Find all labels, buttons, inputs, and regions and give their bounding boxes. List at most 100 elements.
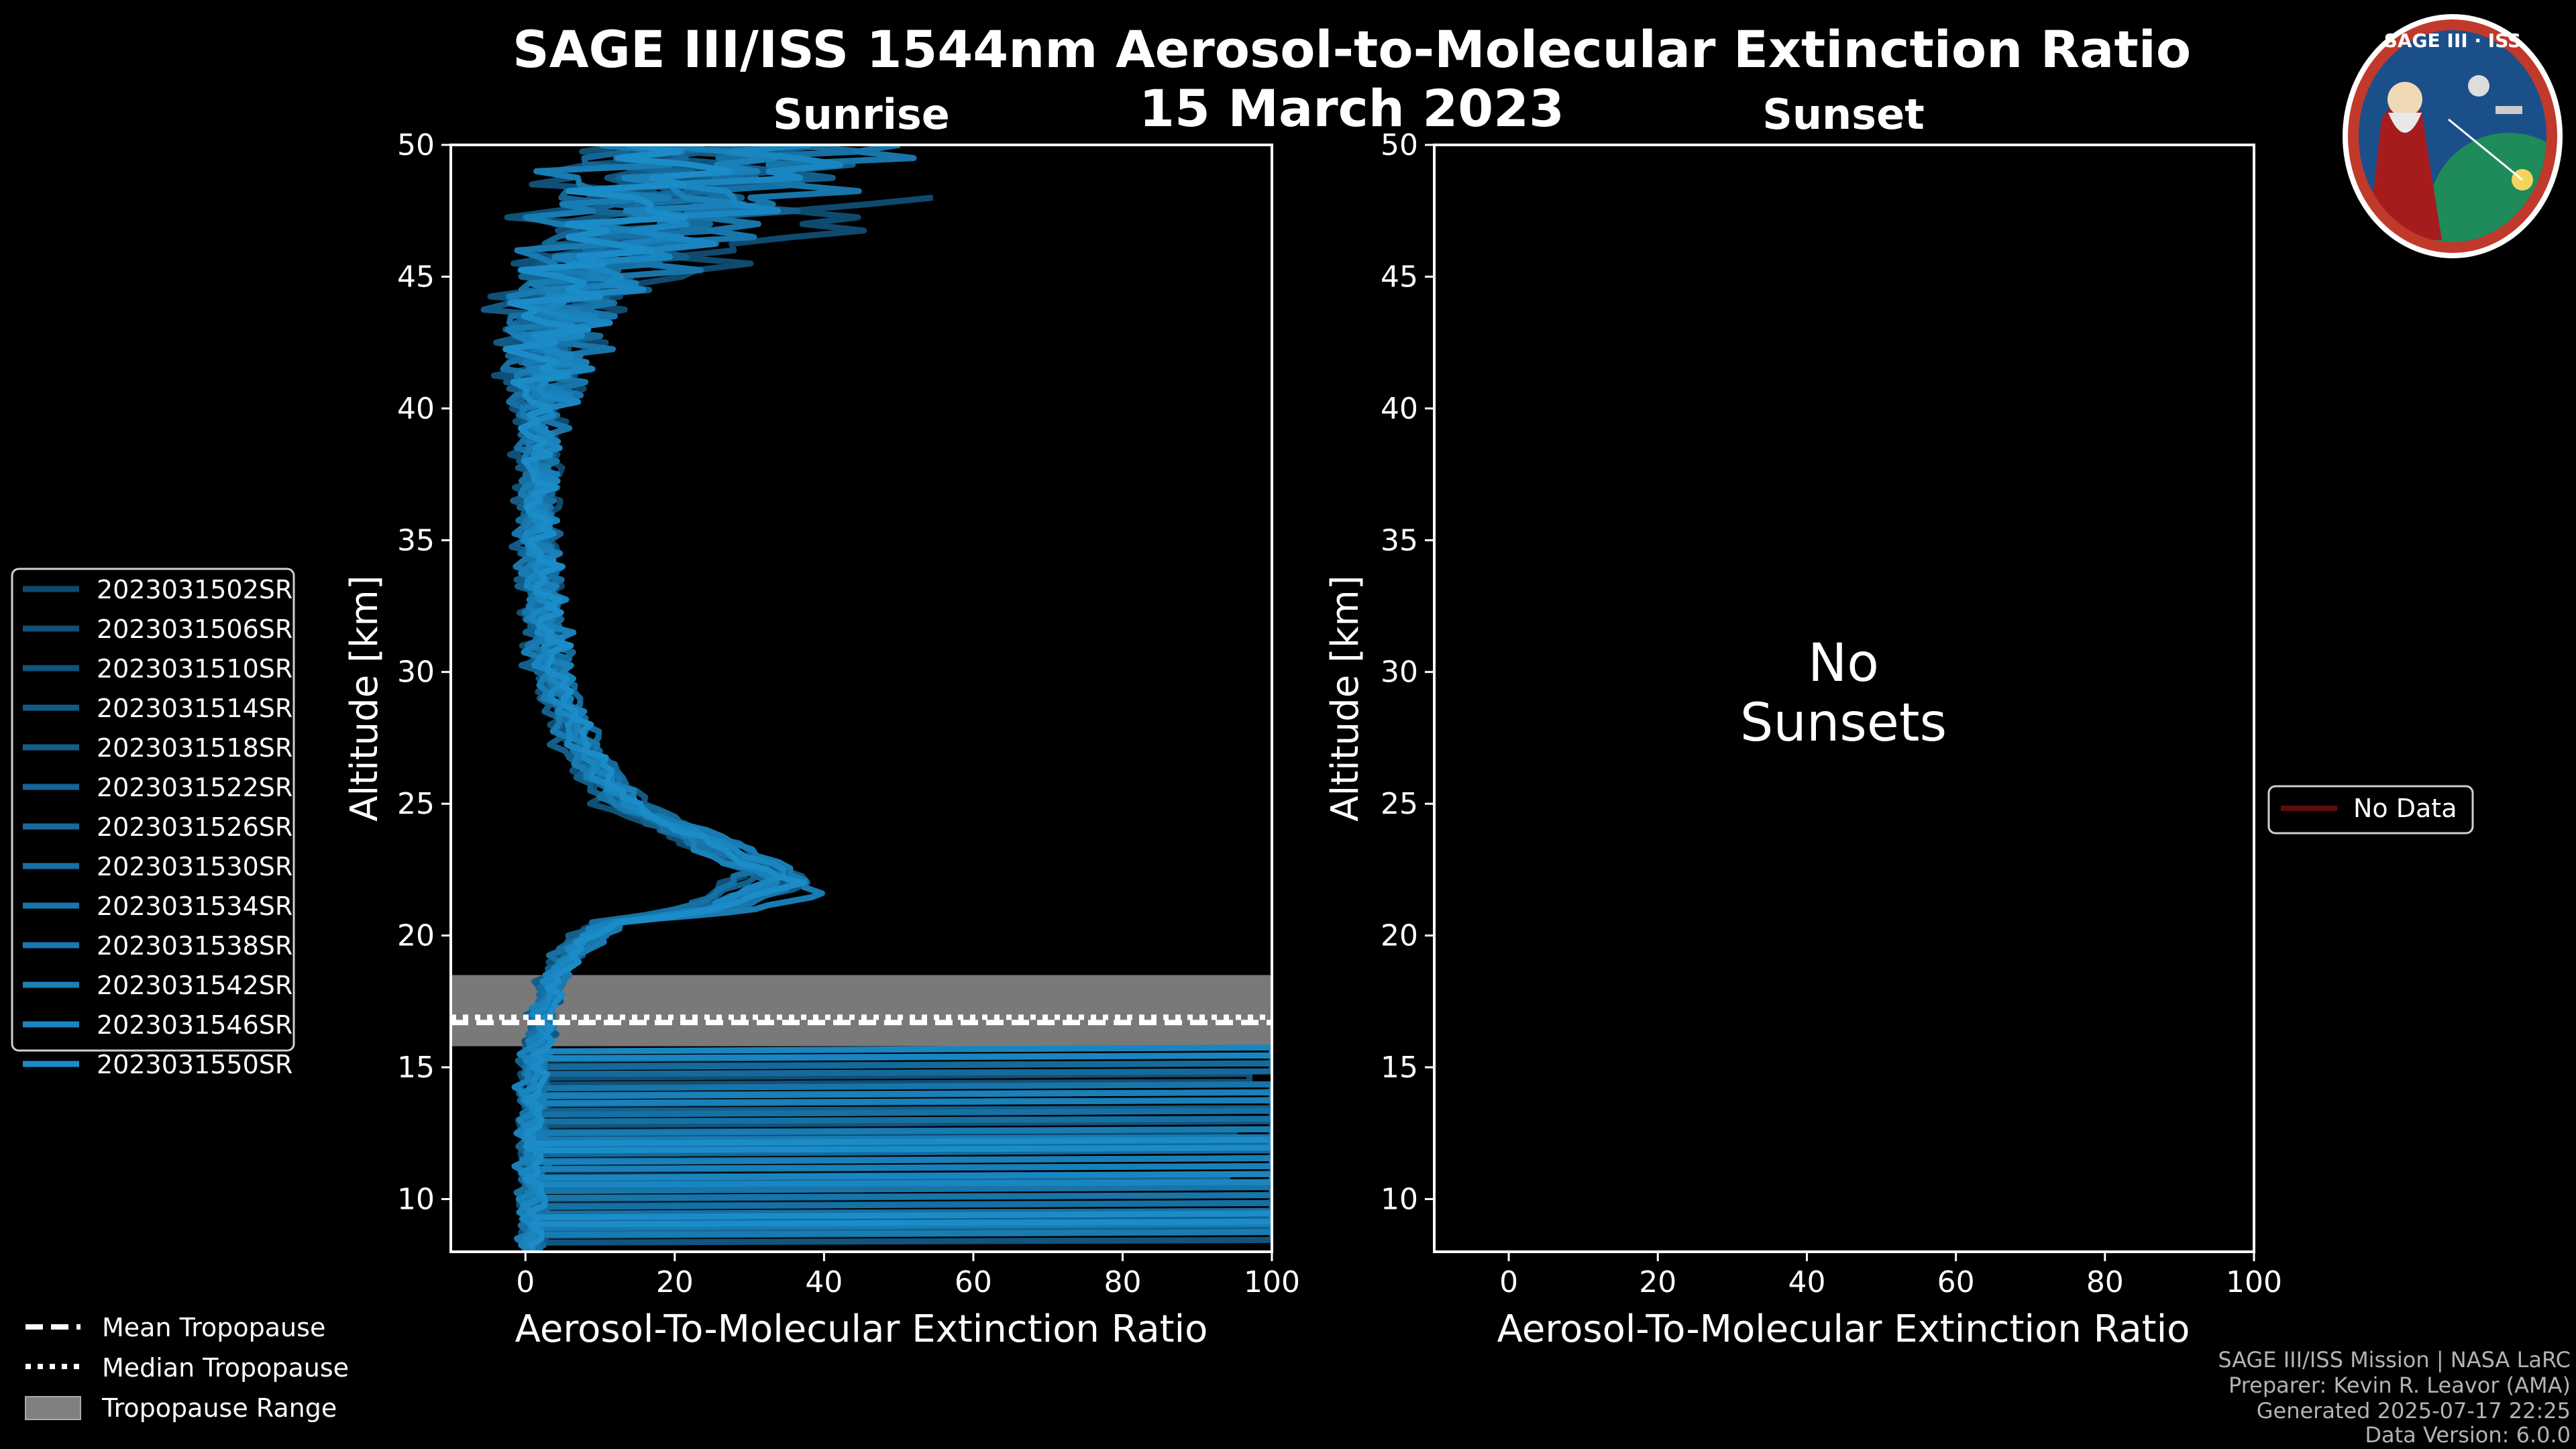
sunrise-legend-frame [11,568,295,1052]
footer-data-version: Data Version: 6.0.0 [2365,1422,2571,1448]
x-tick-label: 0 [516,1265,535,1299]
sunrise-x-ticks: 0 20 40 60 80 100 [516,1252,1300,1299]
mean-tropopause-label: Mean Tropopause [102,1313,325,1342]
legend-label: 2023031546SR [97,1010,292,1040]
profile-spike [533,1199,1272,1217]
mission-patch-logo: SAGE III · ISS [2343,14,2563,258]
wizard-beard-icon [2388,113,2422,133]
tropopause-range-swatch [25,1396,81,1420]
sunrise-panel-title: Sunrise [773,90,950,139]
y-tick-label: 20 [397,919,435,953]
figure-date: 15 March 2023 [1139,78,1564,138]
footer-credits: SAGE III/ISS Mission | NASA LaRC Prepare… [2218,1347,2571,1448]
profile-spike [533,1071,1253,1088]
sunset-y-ticks: 10 15 20 25 30 35 40 45 50 [1381,128,1434,1216]
sunset-legend-frame [2267,785,2474,835]
y-tick-label: 35 [397,523,435,557]
tropopause-lines [451,1014,1272,1026]
legend-label: 2023031518SR [97,733,292,763]
footer-generated: Generated 2025-07-17 22:25 [2257,1398,2571,1424]
sunrise-legend: 2023031502SR 2023031506SR 2023031510SR 2023… [11,568,295,1079]
y-tick-label: 40 [1381,392,1418,426]
y-tick-label: 30 [1381,655,1418,690]
y-tick-label: 45 [397,260,435,294]
legend-label: 2023031510SR [97,654,292,684]
legend-label: 2023031502SR [97,575,292,604]
no-sunsets-line-2: Sunsets [1740,693,1947,753]
legend-label: 2023031538SR [97,931,292,961]
sunrise-profiles [480,145,1272,1252]
y-tick-label: 25 [1381,787,1418,821]
x-tick-label: 60 [1937,1265,1975,1299]
sunset-y-axis-label: Altitude [km] [1324,575,1367,821]
moon-icon [2468,75,2489,97]
legend-label: 2023031542SR [97,971,292,1000]
sunset-plot-area [1434,145,2254,1252]
y-tick-label: 15 [1381,1051,1418,1085]
sunrise-x-axis-label: Aerosol-To-Molecular Extinction Ratio [515,1307,1208,1351]
y-tick-label: 10 [397,1182,435,1216]
sunset-panel-title: Sunset [1762,90,1925,139]
x-tick-label: 80 [1104,1265,1141,1299]
profile-spike [533,1184,1272,1201]
legend-label: 2023031530SR [97,852,292,881]
x-tick-label: 40 [1788,1265,1825,1299]
sunset-plot-frame [1433,144,2255,1253]
sunrise-y-ticks: 10 15 20 25 30 35 40 45 50 [397,128,451,1216]
sunrise-plot-frame [449,144,1273,1253]
legend-label: 2023031522SR [97,773,292,802]
x-tick-label: 20 [1639,1265,1676,1299]
tropopause-range-band [451,975,1272,1046]
sunrise-panel: 0 20 40 60 80 100 10 15 20 25 30 35 40 45 50 Aerosol-… [343,128,1300,1351]
median-tropopause-label: Median Tropopause [102,1353,349,1383]
y-tick-label: 40 [397,392,435,426]
y-tick-label: 20 [1381,919,1418,953]
profile-line-2023031550SR [502,145,807,1252]
legend-label: 2023031514SR [97,694,292,723]
legend-label: 2023031550SR [97,1050,292,1079]
footer-mission: SAGE III/ISS Mission | NASA LaRC [2218,1347,2571,1373]
earth-icon [2428,133,2546,242]
tropopause-range-band-rect [451,975,1272,1046]
no-sunsets-line-1: No [1808,633,1879,694]
y-tick-label: 10 [1381,1182,1418,1216]
tropopause-legend: Mean Tropopause Median Tropopause Tropop… [25,1313,349,1423]
tropopause-range-label: Tropopause Range [101,1393,337,1423]
x-tick-label: 100 [2226,1265,2282,1299]
y-tick-label: 25 [397,787,435,821]
legend-label: 2023031526SR [97,812,292,842]
iss-station-icon [2496,106,2522,114]
wizard-figure-icon [2368,101,2442,240]
legend-label: 2023031506SR [97,614,292,644]
profile-spike [533,1060,1272,1077]
y-tick-label: 45 [1381,260,1418,294]
footer-preparer: Preparer: Kevin R. Leavor (AMA) [2229,1373,2571,1398]
profile-spike [533,1108,1272,1125]
patch-title: SAGE III · ISS [2384,30,2522,52]
profile-spike [533,1044,1272,1061]
no-data-legend-label: No Data [2353,794,2457,823]
profile-spike [533,1155,1272,1172]
profile-spike [533,1136,1272,1154]
sunset-legend: No Data [2267,785,2474,835]
x-tick-label: 100 [1244,1265,1300,1299]
beam-line-icon [2448,118,2523,181]
y-tick-label: 35 [1381,523,1418,557]
y-tick-label: 30 [397,655,435,690]
y-tick-label: 15 [397,1051,435,1085]
figure-title: SAGE III/ISS 1544nm Aerosol-to-Molecular… [513,19,2191,79]
profile-spike [533,1089,1272,1106]
y-tick-label: 50 [1381,128,1418,162]
profile-spike [533,1210,1272,1228]
x-tick-label: 80 [2086,1265,2124,1299]
sunrise-y-axis-label: Altitude [km] [343,575,386,821]
sunset-x-ticks: 0 20 40 60 80 100 [1499,1252,2282,1299]
x-tick-label: 60 [955,1265,992,1299]
x-tick-label: 20 [656,1265,694,1299]
sunset-x-axis-label: Aerosol-To-Molecular Extinction Ratio [1497,1307,2190,1351]
profile-spike [533,1171,1272,1188]
wizard-face-icon [2387,82,2422,117]
y-tick-label: 50 [397,128,435,162]
sunset-panel: 0 20 40 60 80 100 10 15 20 25 30 35 40 45 50 No Sunse… [1324,128,2282,1351]
